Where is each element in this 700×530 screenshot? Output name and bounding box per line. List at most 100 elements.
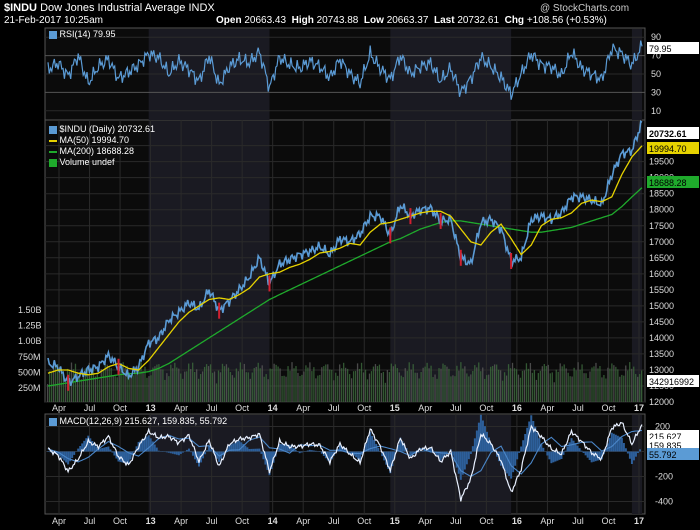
volume-bar (356, 363, 359, 402)
macd-histogram-bar (469, 451, 472, 454)
macd-histogram-bar (558, 451, 561, 460)
volume-tick: 1.00B (18, 336, 42, 346)
macd-histogram-bar (242, 444, 245, 452)
macd-histogram-bar (254, 448, 257, 452)
rsi-value-tag-box (647, 42, 699, 54)
volume-bar (422, 367, 424, 402)
rsi-value-tag: 79.95 (649, 44, 672, 54)
price-y-tick: 14500 (649, 317, 674, 327)
macd-histogram-bar (298, 451, 301, 454)
price-y-tick: 15500 (649, 285, 674, 295)
volume-bar (140, 362, 142, 402)
x-tick-label: 15 (390, 403, 400, 413)
macd-histogram-bar (429, 447, 432, 452)
macd-histogram-bar (280, 444, 283, 452)
macd-histogram-bar (181, 451, 184, 453)
macd-histogram-bar (542, 447, 545, 452)
volume-bar (581, 364, 583, 402)
ma50-swatch-icon (49, 139, 57, 142)
volume-bar (56, 364, 59, 402)
volume-bar (64, 378, 67, 402)
volume-bar (585, 373, 587, 402)
macd-histogram-bar (546, 451, 549, 456)
macd-histogram-bar (276, 450, 279, 452)
volume-bar (301, 374, 303, 402)
x-tick-label: Oct (113, 403, 128, 413)
volume-bar (194, 371, 196, 402)
macd-histogram-bar (204, 451, 207, 455)
macd-histogram-bar (246, 447, 249, 452)
volume-bar (531, 372, 534, 402)
volume-bar (102, 369, 104, 402)
volume-bar (486, 375, 488, 402)
volume-bar (339, 364, 341, 402)
volume-bar (259, 368, 261, 402)
macd-histogram-bar (345, 449, 348, 452)
macd-histogram-bar (459, 451, 462, 480)
volume-bar (138, 367, 140, 402)
volume-bar (609, 368, 611, 402)
volume-bar (452, 375, 454, 402)
macd-histogram-bar (230, 444, 233, 452)
macd-histogram-bar (377, 447, 380, 452)
volume-bar (418, 378, 420, 402)
volume-bar (521, 370, 524, 402)
macd-histogram-bar (634, 451, 637, 457)
volume-bar (47, 384, 49, 402)
x-tick-label: 14 (268, 516, 278, 526)
volume-tag-box (647, 375, 699, 387)
volume-bar (567, 372, 569, 402)
volume-tick: 750M (18, 352, 41, 362)
macd-histogram-bar (518, 451, 521, 453)
volume-bar (277, 366, 279, 402)
volume-bar (96, 373, 98, 402)
macd-histogram-bar (590, 451, 593, 463)
macd-histogram-bar (149, 438, 152, 452)
macd-histogram-bar (389, 451, 392, 474)
volume-bar (54, 366, 57, 402)
volume-bar (587, 378, 589, 402)
volume-bar (414, 372, 416, 402)
volume-bar (392, 366, 394, 402)
x-tick-label: 16 (512, 516, 522, 526)
volume-bar (190, 369, 192, 402)
macd-histogram-bar (232, 443, 235, 452)
x-tick-label: Jul (450, 403, 462, 413)
macd-histogram-bar (286, 444, 289, 452)
volume-bar (633, 366, 635, 402)
price-legend-ma50: MA(50) 19994.70 (59, 135, 130, 145)
volume-bar (416, 372, 418, 402)
volume-bar (565, 368, 567, 402)
volume-bar (309, 362, 311, 402)
low-label: Low (363, 15, 384, 26)
volume-bar (84, 368, 87, 402)
chg-label: Chg (504, 15, 525, 26)
macd-histogram-bar (536, 432, 539, 452)
volume-bar (126, 365, 128, 402)
ma200-swatch-icon (49, 150, 57, 153)
volume-bar (589, 371, 591, 402)
volume-bar (233, 377, 236, 402)
volume-bar (321, 367, 323, 402)
macd-histogram-bar (296, 451, 299, 452)
x-tick-label: Jul (572, 403, 584, 413)
volume-bar (571, 376, 573, 402)
volume-bar (619, 376, 621, 402)
x-tick-label: Oct (601, 516, 616, 526)
volume-bar (323, 366, 325, 402)
macd-histogram-bar (534, 426, 537, 452)
volume-bar (456, 365, 458, 402)
macd-histogram-bar (129, 451, 132, 460)
volume-bar (535, 379, 538, 402)
volume-bar (420, 372, 422, 402)
volume-bar (358, 368, 361, 402)
volume-bar (593, 366, 595, 402)
x-tick-label: 15 (390, 516, 400, 526)
volume-bar (130, 375, 132, 402)
macd-histogram-bar (578, 448, 581, 452)
macd-histogram-bar (340, 446, 343, 452)
macd-histogram-bar (572, 440, 575, 452)
macd-histogram-bar (628, 451, 631, 459)
price-y-tick: 18000 (649, 205, 674, 215)
macd-histogram-bar (467, 451, 470, 460)
